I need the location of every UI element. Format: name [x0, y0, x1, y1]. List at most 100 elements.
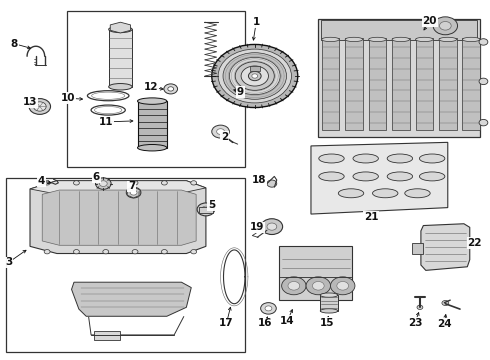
Bar — [392, 39, 410, 130]
Polygon shape — [30, 181, 206, 253]
Bar — [345, 39, 363, 130]
Circle shape — [44, 181, 50, 185]
Bar — [368, 39, 386, 130]
Circle shape — [33, 102, 46, 111]
Circle shape — [331, 277, 355, 295]
Circle shape — [103, 249, 109, 254]
Ellipse shape — [338, 189, 364, 198]
Polygon shape — [110, 22, 130, 33]
Circle shape — [212, 125, 229, 138]
Circle shape — [132, 181, 138, 185]
Circle shape — [74, 249, 79, 254]
Ellipse shape — [405, 189, 430, 198]
Circle shape — [337, 282, 348, 290]
Circle shape — [164, 84, 177, 94]
Bar — [138, 101, 167, 148]
Ellipse shape — [353, 172, 378, 181]
Circle shape — [267, 223, 277, 230]
Bar — [463, 39, 480, 130]
Text: 20: 20 — [422, 17, 437, 27]
Ellipse shape — [353, 154, 378, 163]
Polygon shape — [421, 224, 470, 270]
Circle shape — [74, 181, 79, 185]
Text: 11: 11 — [98, 117, 113, 127]
Circle shape — [282, 277, 306, 295]
Bar — [318, 19, 480, 137]
Bar — [279, 246, 352, 300]
Circle shape — [417, 305, 423, 310]
Bar — [109, 30, 132, 87]
Text: 10: 10 — [61, 93, 75, 103]
Bar — [416, 39, 433, 130]
Ellipse shape — [322, 37, 339, 41]
Ellipse shape — [419, 154, 445, 163]
Ellipse shape — [368, 37, 386, 41]
Text: 18: 18 — [251, 175, 266, 185]
Text: 14: 14 — [280, 316, 295, 325]
Bar — [322, 39, 339, 130]
Circle shape — [132, 249, 138, 254]
Text: 17: 17 — [219, 319, 234, 328]
Text: 6: 6 — [93, 172, 100, 182]
Circle shape — [313, 282, 324, 290]
Text: 7: 7 — [128, 181, 135, 192]
Circle shape — [161, 249, 167, 254]
Circle shape — [161, 181, 167, 185]
Text: 23: 23 — [408, 318, 422, 328]
Circle shape — [433, 17, 458, 35]
Circle shape — [212, 44, 298, 108]
Circle shape — [130, 190, 137, 195]
Bar — [5, 178, 245, 352]
Circle shape — [442, 301, 449, 306]
Ellipse shape — [138, 144, 167, 151]
Circle shape — [218, 49, 292, 103]
Circle shape — [197, 203, 215, 216]
Circle shape — [479, 78, 488, 85]
Polygon shape — [72, 282, 191, 316]
Text: 21: 21 — [364, 212, 378, 221]
Bar — [320, 295, 338, 311]
Circle shape — [265, 306, 272, 311]
Circle shape — [479, 39, 488, 45]
Text: 12: 12 — [144, 82, 158, 93]
Text: 1: 1 — [253, 17, 260, 27]
Ellipse shape — [419, 172, 445, 181]
Text: 22: 22 — [467, 238, 482, 248]
Circle shape — [217, 129, 224, 134]
Circle shape — [103, 181, 109, 185]
Text: 16: 16 — [258, 319, 273, 328]
Ellipse shape — [416, 37, 433, 41]
Ellipse shape — [109, 84, 132, 90]
Circle shape — [248, 71, 261, 81]
Text: 8: 8 — [11, 39, 18, 49]
Circle shape — [168, 87, 173, 91]
Circle shape — [44, 249, 50, 254]
Bar — [321, 21, 477, 40]
Text: 24: 24 — [437, 319, 452, 329]
Ellipse shape — [439, 37, 457, 41]
Ellipse shape — [392, 37, 410, 41]
Circle shape — [306, 277, 331, 295]
Bar — [439, 39, 457, 130]
Circle shape — [267, 180, 277, 187]
Polygon shape — [42, 190, 196, 245]
Bar — [198, 207, 213, 213]
Circle shape — [261, 219, 283, 234]
Ellipse shape — [372, 189, 398, 198]
Ellipse shape — [320, 293, 338, 297]
Circle shape — [252, 74, 258, 78]
Ellipse shape — [319, 154, 344, 163]
Circle shape — [440, 22, 451, 30]
Circle shape — [29, 99, 50, 114]
Ellipse shape — [138, 98, 167, 104]
Bar — [94, 330, 121, 339]
Circle shape — [229, 57, 280, 95]
Circle shape — [235, 62, 274, 90]
Text: 15: 15 — [320, 318, 334, 328]
Text: 13: 13 — [23, 97, 37, 107]
Polygon shape — [127, 187, 140, 198]
Text: 4: 4 — [38, 176, 45, 186]
Circle shape — [223, 53, 287, 99]
Bar — [67, 12, 245, 167]
Circle shape — [191, 181, 196, 185]
